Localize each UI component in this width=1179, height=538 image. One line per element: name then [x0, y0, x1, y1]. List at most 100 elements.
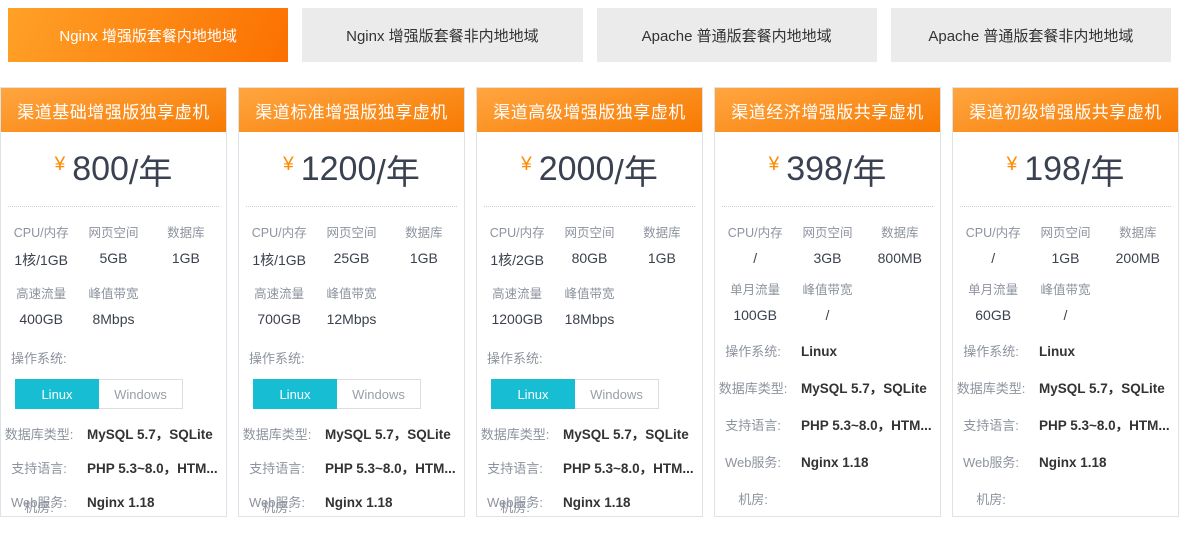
spec-value: 1GB	[1051, 250, 1080, 266]
spec-value: 1GB	[647, 250, 676, 266]
spec-label: 数据库	[643, 226, 681, 240]
detail-rows: 数据库类型: MySQL 5.7，SQLite 支持语言: PHP 5.3~8.0，…	[239, 409, 464, 516]
price-period: /年	[1080, 153, 1125, 192]
currency-symbol: ¥	[768, 154, 780, 175]
spec-value: 1核/1GB	[14, 252, 69, 268]
detail-label: 机房:	[262, 500, 292, 515]
detail-label: Web服务:	[486, 495, 544, 510]
windows-toggle-button[interactable]: Windows	[575, 379, 659, 409]
spec-label: 峰值带宽	[1040, 283, 1091, 297]
tab-apache-standard-non-mainland[interactable]: Apache 普通版套餐非内地地域	[890, 8, 1171, 62]
detail-label: 机房:	[24, 500, 54, 515]
detail-label: 机房:	[500, 500, 530, 515]
price-period: /年	[842, 153, 887, 192]
detail-value: PHP 5.3~8.0，HTM...	[563, 461, 694, 476]
spec-label: 网页空间	[1040, 226, 1091, 240]
divider	[246, 206, 457, 207]
spec-value: 8Mbps	[92, 311, 135, 327]
spec-grid: CPU/内存 1核/1GB 网页空间 5GB 数据库 1GB 高速流量 400GB 峰值…	[1, 207, 226, 327]
spec-label: 峰值带宽	[564, 287, 615, 301]
spec-label: 数据库	[881, 226, 919, 240]
spec-label: 单月流量	[730, 283, 781, 297]
spec-value: /	[753, 250, 758, 266]
os-label: 操作系统:	[11, 351, 67, 366]
linux-toggle-button[interactable]: Linux	[253, 379, 337, 409]
detail-rows: 数据库类型: MySQL 5.7，SQLite 支持语言: PHP 5.3~8.0，…	[477, 409, 702, 516]
spec-value: 12Mbps	[326, 311, 377, 327]
spec-value: 1200GB	[491, 311, 543, 327]
detail-label: 数据库类型:	[956, 381, 1026, 396]
spec-label: 高速流量	[254, 287, 305, 301]
spec-label: 单月流量	[968, 283, 1019, 297]
spec-value: /	[1063, 307, 1068, 323]
spec-grid: CPU/内存 1核/2GB 网页空间 80GB 数据库 1GB 高速流量 1200GB …	[477, 207, 702, 327]
detail-value: MySQL 5.7，SQLite	[325, 427, 451, 442]
detail-value: Nginx 1.18	[325, 495, 393, 510]
linux-toggle-button[interactable]: Linux	[15, 379, 99, 409]
spec-value: 80GB	[571, 250, 608, 266]
price-amount: 2000	[538, 149, 615, 188]
detail-label: 支持语言:	[487, 461, 543, 476]
tab-apache-standard-mainland[interactable]: Apache 普通版套餐内地地域	[596, 8, 877, 62]
detail-value: MySQL 5.7，SQLite	[87, 427, 213, 442]
linux-toggle-button[interactable]: Linux	[491, 379, 575, 409]
tab-nginx-enhanced-mainland[interactable]: Nginx 增强版套餐内地地域	[8, 8, 289, 62]
detail-value: PHP 5.3~8.0，HTM...	[1039, 418, 1170, 433]
detail-value: MySQL 5.7，SQLite	[563, 427, 689, 442]
detail-value: Nginx 1.18	[801, 455, 869, 470]
os-value: Linux	[801, 344, 837, 359]
detail-value: Nginx 1.18	[1039, 455, 1107, 470]
price-period: /年	[376, 153, 420, 192]
currency-symbol: ¥	[1006, 154, 1018, 175]
windows-toggle-button[interactable]: Windows	[337, 379, 421, 409]
detail-value: MySQL 5.7，SQLite	[1039, 381, 1165, 396]
plan-card-entry: 渠道初级增强版共享虚机 ¥198/年 CPU/内存 / 网页空间 1GB 数据库 20…	[952, 87, 1179, 517]
plan-tabbar: Nginx 增强版套餐内地地域 Nginx 增强版套餐非内地地域 Apache …	[0, 0, 1179, 62]
spec-label: 峰值带宽	[326, 287, 377, 301]
plan-title: 渠道基础增强版独享虚机	[1, 88, 226, 132]
spec-label: 网页空间	[802, 226, 853, 240]
windows-toggle-button[interactable]: Windows	[99, 379, 183, 409]
plan-card-economy: 渠道经济增强版共享虚机 ¥398/年 CPU/内存 / 网页空间 3GB 数据库 80…	[714, 87, 941, 517]
price-amount: 198	[1024, 149, 1081, 188]
detail-label: 支持语言:	[249, 461, 305, 476]
detail-value: Nginx 1.18	[563, 495, 631, 510]
detail-rows: 数据库类型: MySQL 5.7，SQLite 支持语言: PHP 5.3~8.0，…	[1, 409, 226, 516]
spec-value: 1GB	[171, 250, 200, 266]
spec-value: 800MB	[877, 250, 922, 266]
spec-value: /	[825, 307, 830, 323]
divider	[484, 206, 695, 207]
detail-label: 机房:	[976, 492, 1006, 507]
spec-label: 数据库	[405, 226, 443, 240]
spec-value: 700GB	[257, 311, 301, 327]
plan-title: 渠道高级增强版独享虚机	[477, 88, 702, 132]
plan-card-standard: 渠道标准增强版独享虚机 ¥1200/年 CPU/内存 1核/1GB 网页空间 25G…	[238, 87, 465, 517]
detail-label: Web服务:	[248, 495, 306, 510]
spec-value: 3GB	[813, 250, 842, 266]
detail-value: Nginx 1.18	[87, 495, 155, 510]
detail-value: PHP 5.3~8.0，HTM...	[801, 418, 932, 433]
spec-value: 1GB	[409, 250, 438, 266]
os-label: 操作系统:	[963, 344, 1019, 359]
detail-rows: 操作系统: Linux 数据库类型: MySQL 5.7，SQLite 支持语言: P…	[715, 323, 940, 508]
detail-label: Web服务:	[724, 455, 782, 470]
price-period: /年	[128, 153, 173, 192]
os-label: 操作系统:	[725, 344, 781, 359]
plan-price: ¥398/年	[715, 132, 940, 206]
os-toggle: Linux Windows	[491, 379, 702, 409]
spec-value: 400GB	[19, 311, 63, 327]
divider	[8, 206, 219, 207]
currency-symbol: ¥	[283, 154, 294, 175]
plan-card-basic: 渠道基础增强版独享虚机 ¥800/年 CPU/内存 1核/1GB 网页空间 5GB …	[0, 87, 227, 517]
plan-price: ¥198/年	[953, 132, 1178, 206]
spec-value: 1核/1GB	[252, 252, 307, 268]
plan-price: ¥800/年	[1, 132, 226, 206]
spec-label: 网页空间	[326, 226, 377, 240]
spec-label: 高速流量	[492, 287, 543, 301]
price-amount: 800	[72, 149, 129, 188]
spec-label: CPU/内存	[13, 226, 69, 240]
tab-nginx-enhanced-non-mainland[interactable]: Nginx 增强版套餐非内地地域	[302, 8, 583, 62]
spec-label: CPU/内存	[727, 226, 783, 240]
detail-label: Web服务:	[962, 455, 1020, 470]
plan-card-advanced: 渠道高级增强版独享虚机 ¥2000/年 CPU/内存 1核/2GB 网页空间 80G…	[476, 87, 703, 517]
